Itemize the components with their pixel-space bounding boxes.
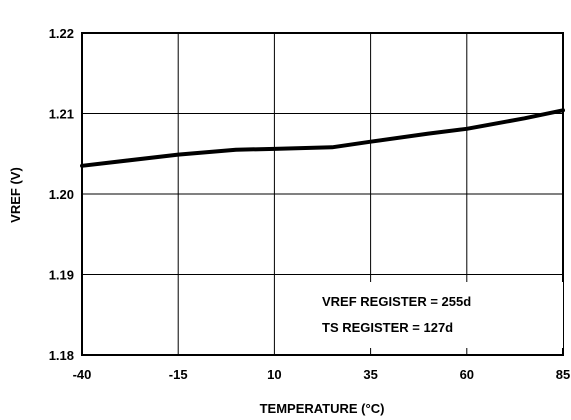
series-layer <box>80 108 565 168</box>
annotation-ts-register: TS REGISTER = 127d <box>322 320 453 335</box>
annotation-vref-register: VREF REGISTER = 255d <box>322 294 471 309</box>
x-tick-label: 10 <box>267 367 281 382</box>
series-line <box>80 108 565 168</box>
y-tick-label: 1.19 <box>49 268 74 283</box>
tick-labels: -40 -15 10 35 60 85 1.18 1.19 1.20 1.21 1.22 <box>49 26 571 382</box>
x-tick-label: -40 <box>73 367 92 382</box>
x-tick-label: -15 <box>169 367 188 382</box>
y-tick-label: 1.20 <box>49 187 74 202</box>
y-tick-label: 1.21 <box>49 107 74 122</box>
y-tick-label: 1.22 <box>49 26 74 41</box>
annotation-box: VREF REGISTER = 255d TS REGISTER = 127d <box>305 282 563 348</box>
x-tick-label: 85 <box>556 367 570 382</box>
plot-frame <box>81 32 564 356</box>
y-axis-title: VREF (V) <box>8 167 23 223</box>
x-axis-title: TEMPERATURE (°C) <box>260 401 385 416</box>
grid-lines <box>82 33 563 355</box>
x-tick-label: 35 <box>363 367 377 382</box>
x-tick-label: 60 <box>460 367 474 382</box>
y-tick-label: 1.18 <box>49 348 74 363</box>
